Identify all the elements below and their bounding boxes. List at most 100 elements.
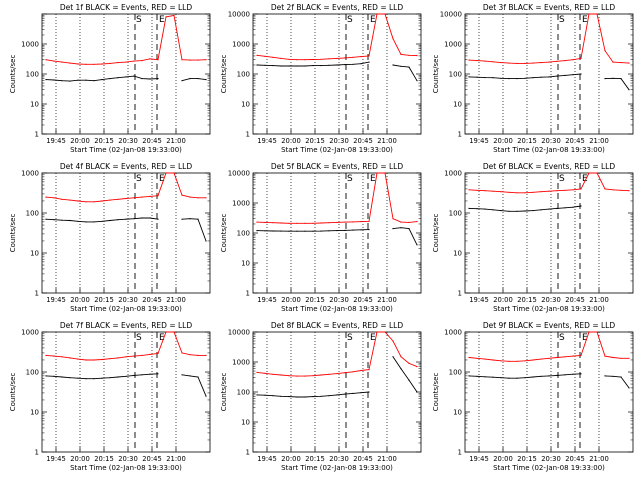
x-tick-label: 21:00 xyxy=(589,137,609,145)
lld-data-point xyxy=(141,60,143,62)
lld-data-point xyxy=(189,354,191,356)
lld-data-point xyxy=(392,340,394,342)
lld-data-point xyxy=(580,354,582,356)
events-data-point xyxy=(296,396,298,398)
lld-data-point xyxy=(392,218,394,220)
plot-frame xyxy=(252,13,422,135)
lld-series-line xyxy=(468,172,630,194)
events-data-point xyxy=(189,218,191,220)
lld-data-point xyxy=(53,197,55,199)
events-data-point xyxy=(476,375,478,377)
x-tick-label: 20:30 xyxy=(118,296,138,304)
lld-data-point xyxy=(500,191,502,193)
events-data-point xyxy=(416,80,418,82)
lld-data-point xyxy=(93,201,95,203)
events-data-point xyxy=(312,65,314,67)
lld-data-point xyxy=(612,189,614,191)
x-tick-label: 19:45 xyxy=(257,137,277,145)
lld-data-point xyxy=(540,62,542,64)
y-tick-label: 1 xyxy=(246,449,250,457)
events-data-point xyxy=(181,374,183,376)
lld-data-point xyxy=(189,59,191,61)
chart-panel-6: Det 6f BLACK = Events, RED = LLD 1 10 100 10… xyxy=(432,162,634,313)
events-data-point xyxy=(93,378,95,380)
lld-data-point xyxy=(612,356,614,359)
lld-data-point xyxy=(376,172,378,174)
events-data-point xyxy=(416,244,418,246)
lld-data-point xyxy=(165,331,167,333)
y-axis-label: Counts/sec xyxy=(432,55,440,94)
end-marker-label: E xyxy=(370,174,376,184)
events-data-point xyxy=(408,379,410,381)
plot-frame xyxy=(252,172,422,294)
lld-data-point xyxy=(181,194,183,196)
plot-frame xyxy=(41,13,211,135)
lld-data-point xyxy=(109,199,111,201)
x-tick-label: 19:45 xyxy=(257,455,277,463)
y-tick-label: 10 xyxy=(241,101,250,109)
lld-data-point xyxy=(304,375,306,377)
events-data-point xyxy=(416,391,418,393)
lld-data-point xyxy=(476,60,478,62)
events-data-point xyxy=(101,220,103,222)
events-data-point xyxy=(500,210,502,212)
events-data-point xyxy=(264,230,266,232)
events-data-point xyxy=(288,65,290,67)
y-tick-label: 100 xyxy=(237,71,250,79)
events-data-point xyxy=(304,230,306,232)
y-tick-label: 1000 xyxy=(232,359,250,367)
lld-data-point xyxy=(384,172,386,174)
lld-data-point xyxy=(256,221,258,223)
events-data-point xyxy=(69,377,71,379)
events-data-point xyxy=(45,218,47,220)
y-tick-label: 1 xyxy=(246,290,250,298)
y-tick-label: 1 xyxy=(246,131,250,139)
lld-data-point xyxy=(312,222,314,224)
events-data-point xyxy=(508,210,510,212)
events-data-point xyxy=(540,76,542,78)
lld-data-point xyxy=(368,55,370,57)
chart-title: Det 8f BLACK = Events, RED = LLD xyxy=(271,321,404,330)
y-tick-label: 1000 xyxy=(21,170,39,178)
lld-data-point xyxy=(476,189,478,191)
events-data-point xyxy=(400,65,402,67)
events-data-point xyxy=(85,221,87,223)
events-data-point xyxy=(508,78,510,80)
lld-data-point xyxy=(77,200,79,202)
lld-data-point xyxy=(320,374,322,376)
lld-data-point xyxy=(328,373,330,375)
lld-data-point xyxy=(564,356,566,358)
events-data-point xyxy=(400,368,402,370)
lld-series-line xyxy=(468,13,630,64)
events-data-point xyxy=(368,391,370,393)
x-axis-label: Start Time (02-Jan-08 19:33:00) xyxy=(493,305,605,313)
lld-data-point xyxy=(264,221,266,223)
events-data-point xyxy=(516,210,518,212)
y-tick-label: 1000 xyxy=(21,329,39,337)
end-marker-label: E xyxy=(582,333,588,343)
lld-data-point xyxy=(532,62,534,64)
lld-data-point xyxy=(45,196,47,198)
events-data-point xyxy=(580,373,582,375)
x-tick-label: 21:00 xyxy=(589,455,609,463)
events-data-point xyxy=(556,207,558,209)
y-tick-label: 1000 xyxy=(232,200,250,208)
events-data-point xyxy=(296,230,298,232)
end-marker-label: E xyxy=(159,333,165,343)
events-data-point xyxy=(628,387,630,389)
lld-data-point xyxy=(492,61,494,63)
chart-title: Det 6f BLACK = Events, RED = LLD xyxy=(483,162,616,171)
lld-data-point xyxy=(280,222,282,224)
start-marker-label: S xyxy=(559,15,565,25)
lld-data-point xyxy=(408,54,410,56)
lld-data-point xyxy=(117,198,119,200)
events-data-point xyxy=(524,377,526,379)
events-data-point xyxy=(500,77,502,79)
lld-data-point xyxy=(344,221,346,223)
lld-data-point xyxy=(93,359,95,361)
start-marker-label: S xyxy=(136,174,142,184)
events-data-point xyxy=(620,78,622,80)
y-tick-label: 1 xyxy=(35,290,39,298)
x-tick-label: 20:30 xyxy=(329,137,349,145)
events-data-point xyxy=(548,76,550,78)
